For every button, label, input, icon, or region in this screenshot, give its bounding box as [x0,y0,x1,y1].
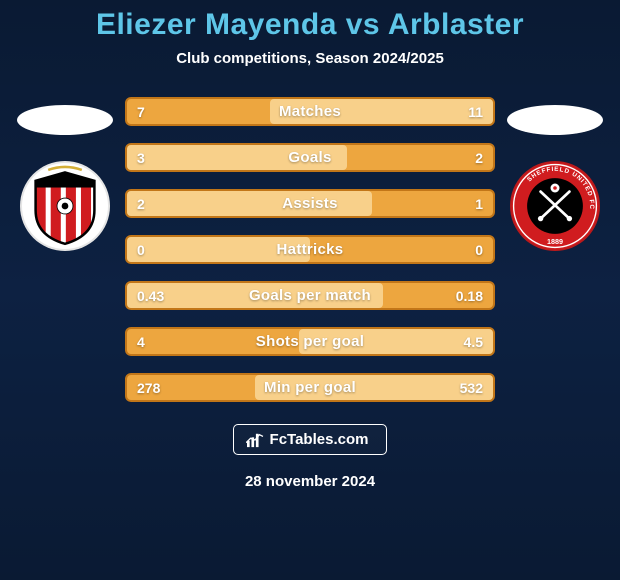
stat-label: Goals per match [127,287,493,304]
stat-row: 0.43 Goals per match 0.18 [125,281,495,310]
chart-icon [246,432,264,448]
stat-row: 3 Goals 2 [125,143,495,172]
right-crest: SHEFFIELD UNITED FC 1889 [510,161,600,251]
sheffield-crest-icon: SHEFFIELD UNITED FC 1889 [510,161,600,251]
stat-label: Matches [127,103,493,120]
stat-value-right: 532 [460,380,483,396]
stats-column: 7 Matches 11 3 Goals 2 2 Assists 1 0 Hat… [125,97,495,402]
brand-text: FcTables.com [270,431,369,448]
left-crest [20,161,110,251]
right-team-column: SHEFFIELD UNITED FC 1889 [495,97,615,251]
stat-label: Min per goal [127,379,493,396]
stat-row: 7 Matches 11 [125,97,495,126]
stat-row: 2 Assists 1 [125,189,495,218]
stat-label: Assists [127,195,493,212]
page-subtitle: Club competitions, Season 2024/2025 [176,50,444,67]
date-label: 28 november 2024 [245,473,375,490]
stat-label: Hattricks [127,241,493,258]
left-ellipse [17,105,113,135]
stat-row: 0 Hattricks 0 [125,235,495,264]
stat-value-right: 0 [475,242,483,258]
brand-box[interactable]: FcTables.com [233,424,388,455]
left-team-column [5,97,125,251]
main-row: 7 Matches 11 3 Goals 2 2 Assists 1 0 Hat… [0,97,620,402]
page-title: Eliezer Mayenda vs Arblaster [96,8,524,42]
stat-value-right: 11 [468,104,483,120]
stat-value-right: 1 [475,196,483,212]
stat-label: Shots per goal [127,333,493,350]
stat-value-right: 2 [475,150,483,166]
svg-text:1889: 1889 [547,237,563,246]
sunderland-crest-icon [23,164,107,248]
card-container: Eliezer Mayenda vs Arblaster Club compet… [0,0,620,580]
stat-label: Goals [127,149,493,166]
stat-row: 4 Shots per goal 4.5 [125,327,495,356]
right-ellipse [507,105,603,135]
stat-value-right: 0.18 [456,288,483,304]
stat-row: 278 Min per goal 532 [125,373,495,402]
stat-value-right: 4.5 [464,334,483,350]
